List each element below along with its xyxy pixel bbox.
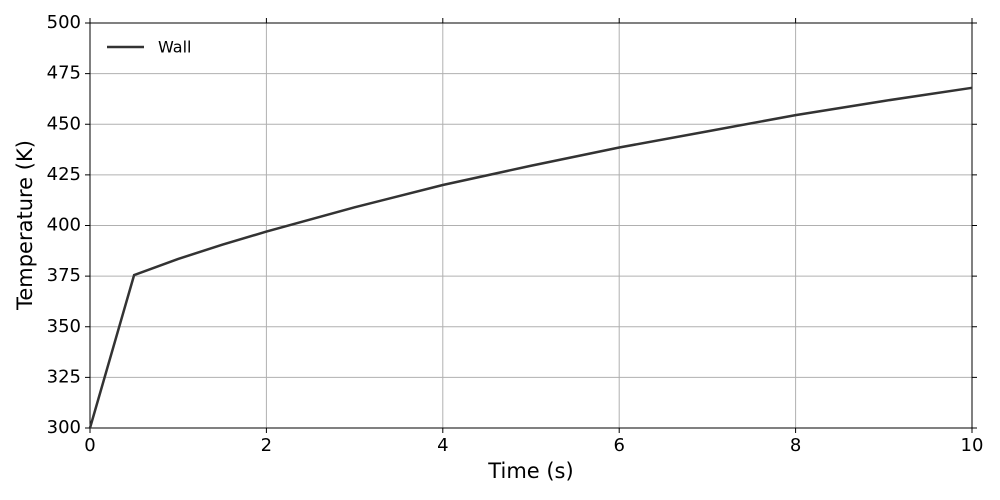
x-tick-label: 6 [613,435,624,456]
y-tick-label: 375 [47,265,81,286]
y-tick-label: 300 [47,417,81,438]
x-tick-label: 2 [261,435,272,456]
x-tick-label: 0 [84,435,95,456]
y-tick-label: 450 [47,113,81,134]
y-tick-label: 425 [47,164,81,185]
y-tick-label: 325 [47,366,81,387]
x-tick-label: 4 [437,435,448,456]
plot-frame [89,22,973,429]
legend-label: Wall [158,38,192,57]
y-tick-label: 500 [47,12,81,33]
line [88,86,973,429]
y-tick-label: 475 [47,63,81,84]
y-tick-label: 400 [47,215,81,236]
y-axis-label: Temperature (K) [13,140,37,311]
x-tick-label: 10 [961,435,984,456]
x-axis-label: Time (s) [487,459,573,483]
y-tick-label: 350 [47,316,81,337]
x-tick-label: 8 [790,435,801,456]
